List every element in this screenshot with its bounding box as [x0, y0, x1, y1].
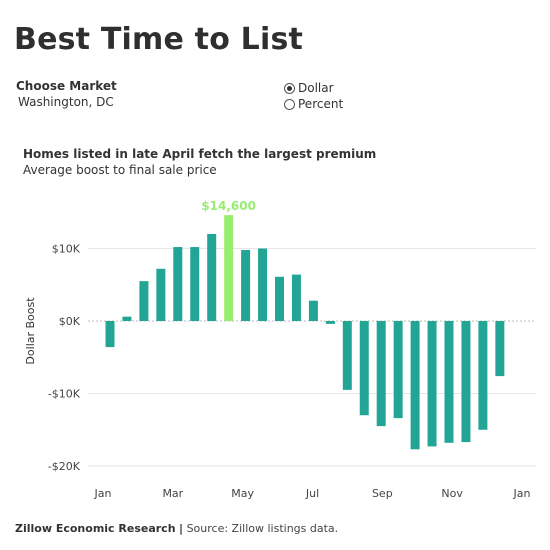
x-tick-label: Sep: [372, 487, 393, 500]
bar[interactable]: [359, 321, 369, 416]
radio-dollar-circle[interactable]: [284, 82, 295, 94]
x-tick-label: May: [231, 487, 254, 500]
bar-chart: $10K $0K -$10K -$20K Jan Mar May Jul Sep Nov Jan …: [24, 199, 536, 500]
y-tick-label: $10K: [52, 243, 81, 256]
bar[interactable]: [258, 248, 268, 322]
bar[interactable]: [207, 234, 217, 321]
bar[interactable]: [190, 247, 200, 321]
bar[interactable]: [291, 274, 301, 321]
radio-dollar[interactable]: Dollar: [284, 80, 343, 96]
bar[interactable]: [342, 321, 352, 390]
radio-dollar-label: Dollar: [298, 81, 334, 95]
bar[interactable]: [308, 300, 318, 321]
footer: Zillow Economic Research | Source: Zillo…: [15, 522, 338, 535]
bar[interactable]: [444, 321, 454, 443]
bar[interactable]: [325, 321, 335, 324]
bar[interactable]: [461, 321, 471, 443]
bar[interactable]: [173, 247, 183, 321]
radio-percent-circle[interactable]: [284, 98, 295, 110]
x-axis: Jan Mar May Jul Sep Nov Jan: [94, 487, 531, 500]
bar-highlight[interactable]: [224, 215, 234, 321]
chart-subheading: Average boost to final sale price: [23, 163, 217, 177]
radio-percent[interactable]: Percent: [284, 96, 343, 112]
x-tick-label: Mar: [162, 487, 183, 500]
chart-heading: Homes listed in late April fetch the lar…: [23, 147, 377, 161]
bar[interactable]: [478, 321, 488, 430]
y-axis: $10K $0K -$10K -$20K: [48, 243, 81, 474]
y-axis-label: Dollar Boost: [24, 297, 37, 365]
y-tick-label: -$10K: [48, 388, 81, 401]
bar[interactable]: [495, 321, 505, 377]
unit-radio-group: Dollar Percent: [284, 80, 343, 112]
x-tick-label: Nov: [441, 487, 463, 500]
x-tick-label: Jul: [305, 487, 319, 500]
bar[interactable]: [139, 281, 149, 321]
bar[interactable]: [376, 321, 386, 427]
peak-annotation: $14,600: [201, 199, 256, 213]
bar[interactable]: [410, 321, 420, 450]
market-select[interactable]: Washington, DC: [18, 95, 114, 109]
bar[interactable]: [275, 276, 284, 321]
footer-source: Source: Zillow listings data.: [186, 522, 339, 535]
radio-percent-label: Percent: [298, 97, 344, 111]
bar[interactable]: [122, 316, 132, 321]
bar[interactable]: [156, 268, 166, 321]
bar[interactable]: [427, 321, 437, 447]
bar[interactable]: [105, 321, 115, 348]
footer-org: Zillow Economic Research: [15, 522, 176, 535]
market-label: Choose Market: [16, 79, 117, 93]
bars: [105, 215, 505, 450]
page-title: Best Time to List: [14, 22, 304, 57]
footer-separator: |: [179, 522, 184, 535]
y-tick-label: $0K: [59, 315, 81, 328]
x-tick-label: Jan: [513, 487, 531, 500]
bar[interactable]: [241, 249, 251, 321]
x-tick-label: Jan: [94, 487, 112, 500]
y-tick-label: -$20K: [48, 460, 81, 473]
bar[interactable]: [393, 321, 403, 419]
